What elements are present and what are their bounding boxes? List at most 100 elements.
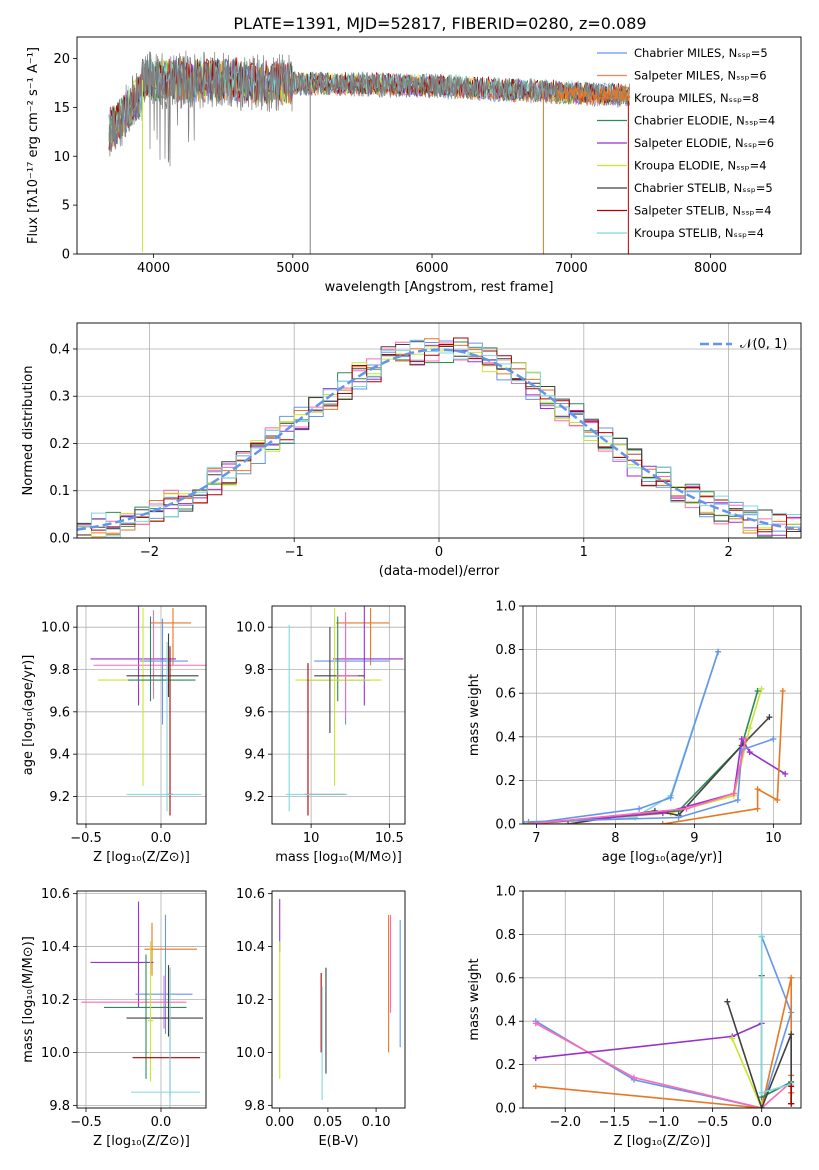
- mass-weight-marker: [523, 821, 528, 824]
- mass-weight-marker: [734, 797, 741, 804]
- x-axis-label: Z [log₁₀(Z/Z⊙)]: [93, 850, 190, 865]
- panel-age-vs-mass: 10 10.5 9.2 9.4 9.6 9.8 10.0 mass [log₁₀(M/M⊙)]: [236, 605, 406, 865]
- y-tick-label: 10.2: [236, 993, 265, 1008]
- mass-weight-marker: [758, 685, 765, 692]
- x-tick-label: 10: [303, 831, 320, 846]
- x-tick-label: 6000: [415, 261, 448, 276]
- y-tick-label: 0.2: [495, 1058, 516, 1073]
- y-tick-label: 9.8: [49, 663, 70, 678]
- y-tick-label: 10.0: [236, 621, 265, 636]
- mass-weight-line: [535, 1022, 763, 1108]
- mass-weight-marker: [730, 790, 737, 797]
- mass-weight-line: [726, 1001, 792, 1108]
- data-spectrum-line: [108, 50, 630, 167]
- mass-weight-marker: [779, 688, 786, 695]
- x-tick-label: −1.5: [599, 1115, 631, 1130]
- y-axis-label: mass [log₁₀(M/M⊙)]: [21, 936, 36, 1063]
- x-axis-label: Z [log₁₀(Z/Z⊙)]: [614, 1134, 711, 1149]
- mass-weight-marker: [788, 1031, 795, 1038]
- plot-area: [81, 901, 203, 1108]
- x-tick-label: −0.5: [70, 831, 102, 846]
- x-tick-label: 0.10: [362, 1115, 391, 1130]
- y-tick-label: 15: [53, 101, 70, 116]
- mass-weight-marker: [715, 648, 722, 655]
- mass-weight-marker: [742, 735, 749, 742]
- mass-weight-line: [524, 651, 719, 824]
- y-tick-label: 10.0: [41, 621, 70, 636]
- mass-weight-marker: [631, 1074, 638, 1081]
- y-tick-label: 10.4: [41, 940, 70, 955]
- plot-area: [108, 50, 631, 254]
- panel-residuals: −2 −1 0 1 2 0.0 0.1 0.2 0.3 0.4 (data-model)/error…: [21, 322, 802, 579]
- mass-weight-marker: [532, 1020, 539, 1027]
- x-tick-label: 10: [765, 831, 782, 846]
- panel-spectrum: 4000 5000 6000 7000 8000 0 5 10 15 20 wavelength […: [26, 36, 802, 295]
- panel-age-vs-z: −0.5 0.0 9.2 9.4 9.6 9.8 10.0 Z [log₁₀(Z/Z⊙)] ag…: [21, 605, 207, 865]
- y-tick-label: 10.4: [236, 940, 265, 955]
- y-axis-label: Normed distribution: [21, 366, 36, 496]
- x-tick-label: 0.0: [151, 831, 172, 846]
- mass-weight-marker: [782, 770, 789, 777]
- legend-label: Kroupa MILES, Nₛₛₚ=8: [634, 91, 759, 105]
- mass-weight-marker: [525, 821, 532, 824]
- y-tick-label: 9.2: [244, 790, 265, 805]
- y-axis-label: mass weight: [467, 674, 482, 756]
- axes-frame: [76, 322, 802, 539]
- plot-area: [523, 648, 789, 824]
- mass-weight-marker: [766, 714, 773, 721]
- x-tick-label: −2.0: [549, 1115, 581, 1130]
- y-tick-label: 9.4: [244, 748, 265, 763]
- x-axis-label: (data-model)/error: [379, 564, 500, 579]
- x-axis-label: age [log₁₀(age/yr)]: [602, 850, 723, 865]
- y-tick-label: 0.3: [49, 390, 70, 405]
- mass-weight-marker: [659, 821, 666, 824]
- y-tick-label: 0.8: [495, 928, 516, 943]
- y-tick-label: 9.8: [244, 1099, 265, 1114]
- y-axis-label: age [log₁₀(age/yr)]: [21, 655, 36, 776]
- mass-weight-marker: [667, 794, 674, 801]
- y-tick-label: 5: [62, 199, 70, 214]
- mass-weight-marker: [636, 805, 643, 812]
- legend-label: Chabrier STELIB, Nₛₛₚ=5: [634, 181, 773, 195]
- mass-weight-line: [535, 1022, 792, 1108]
- y-tick-label: 0.0: [495, 1102, 516, 1117]
- legend-label: Salpeter MILES, Nₛₛₚ=6: [634, 69, 767, 83]
- x-tick-label: −0.5: [70, 1115, 102, 1130]
- legend: 𝒩(0, 1): [700, 337, 787, 352]
- x-tick-label: 0.0: [751, 1115, 772, 1130]
- mass-weight-marker: [754, 805, 761, 812]
- x-tick-label: 7000: [555, 261, 588, 276]
- x-tick-label: 9: [690, 831, 698, 846]
- axes-frame: [271, 605, 406, 825]
- panel-mass-weight-vs-age: 7 8 9 10 0.0 0.2 0.4 0.6 0.8 1.0 age [log₁₀(age/yr…: [467, 600, 802, 865]
- plot-area: [286, 606, 404, 816]
- mass-weight-line: [524, 651, 719, 824]
- y-tick-label: 10.6: [41, 887, 70, 902]
- y-tick-label: 0.0: [49, 532, 70, 547]
- y-axis-label: Flux [fλ10⁻¹⁷ erg cm⁻² s⁻¹ A⁻¹]: [26, 47, 41, 244]
- model-spectrum-line: [556, 86, 631, 104]
- mass-weight-marker: [565, 821, 572, 824]
- axes-frame: [76, 36, 802, 255]
- y-tick-label: 0.8: [495, 643, 516, 658]
- mass-weight-marker: [729, 1035, 736, 1042]
- x-tick-label: 7: [532, 831, 540, 846]
- panel-mass-vs-z: −0.5 0.0 9.8 10.0 10.2 10.4 10.6 Z [log₁₀(Z/Z⊙)…: [21, 887, 207, 1149]
- grid-lines: [523, 890, 801, 1109]
- plot-area: [279, 898, 401, 1101]
- y-tick-label: 0.4: [495, 730, 516, 745]
- mass-weight-marker: [754, 786, 761, 793]
- y-tick-label: 0.4: [49, 342, 70, 357]
- y-tick-label: 20: [53, 52, 70, 67]
- mass-weight-marker: [675, 814, 682, 821]
- x-axis-label: mass [log₁₀(M/M⊙)]: [275, 850, 402, 865]
- legend: Chabrier MILES, Nₛₛₚ=5 Salpeter MILES, Nₛ…: [597, 46, 775, 240]
- residual-histogram: [77, 339, 801, 538]
- y-tick-label: 0.2: [49, 437, 70, 452]
- y-tick-label: 0.6: [495, 687, 516, 702]
- mass-weight-marker: [532, 1083, 539, 1090]
- grid-lines: [272, 606, 405, 824]
- mass-weight-marker: [758, 1089, 765, 1096]
- panel-mass-weight-vs-z: −2.0 −1.5 −1.0 −0.5 0.0 0.0 0.2 0.4 0.6 0.8 1.0 Z […: [467, 885, 802, 1149]
- y-tick-label: 9.8: [49, 1099, 70, 1114]
